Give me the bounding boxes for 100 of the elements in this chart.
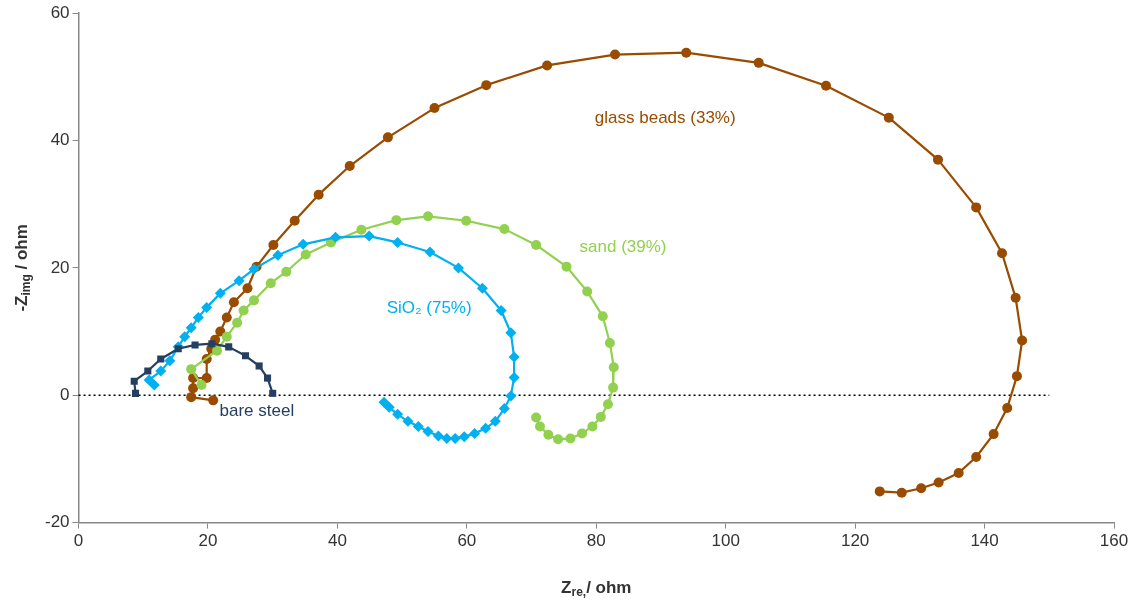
- point: [933, 477, 944, 488]
- point: [363, 230, 375, 242]
- point: [577, 428, 588, 439]
- y-axis-title: -Zimg / ohm: [11, 224, 34, 312]
- point: [391, 215, 402, 226]
- point: [186, 364, 197, 375]
- point: [461, 215, 472, 226]
- point: [534, 421, 545, 432]
- x-tick-label: 160: [1099, 531, 1129, 551]
- point: [604, 338, 615, 349]
- point: [188, 383, 199, 394]
- point: [297, 238, 309, 250]
- y-tick-label: 40: [50, 130, 70, 150]
- x-tick-label: 80: [586, 531, 606, 551]
- point: [587, 421, 598, 432]
- x-tick-label: 120: [840, 531, 870, 551]
- point: [356, 224, 367, 235]
- point: [452, 262, 464, 274]
- point: [272, 249, 284, 261]
- point: [148, 379, 160, 391]
- point: [495, 305, 507, 317]
- point: [402, 415, 414, 427]
- x-tick-label: 0: [73, 531, 84, 551]
- point: [378, 396, 390, 408]
- point: [212, 345, 223, 356]
- point: [344, 161, 355, 172]
- x-tick-label: 100: [711, 531, 740, 551]
- point: [208, 395, 219, 406]
- point: [383, 401, 395, 413]
- point: [821, 80, 832, 91]
- point: [595, 411, 606, 422]
- point: [489, 415, 501, 427]
- point: [300, 249, 311, 260]
- point: [313, 189, 324, 200]
- point: [997, 248, 1008, 259]
- point: [1011, 371, 1022, 382]
- point: [498, 403, 510, 415]
- x-tick-label: 40: [327, 531, 347, 551]
- point: [608, 382, 619, 393]
- point: [553, 434, 564, 445]
- point: [131, 389, 140, 397]
- point: [505, 390, 517, 402]
- point: [196, 380, 207, 391]
- point: [157, 355, 165, 363]
- point: [164, 355, 176, 367]
- point: [602, 399, 613, 410]
- y-tick-label: 20: [50, 257, 70, 277]
- point: [681, 47, 692, 58]
- point: [883, 112, 894, 123]
- x-tick-label: 140: [970, 531, 999, 551]
- x-tick-label: 20: [198, 531, 218, 551]
- series-label: bare steel: [219, 401, 295, 421]
- point: [1002, 402, 1013, 413]
- point: [561, 261, 572, 272]
- point: [208, 340, 216, 348]
- series-label: SiO₂ (75%): [386, 297, 472, 317]
- point: [508, 351, 520, 363]
- point: [432, 430, 444, 442]
- point: [214, 287, 226, 299]
- point: [542, 60, 553, 71]
- point: [382, 132, 393, 143]
- point: [155, 365, 167, 377]
- point: [248, 295, 259, 306]
- point: [753, 57, 764, 68]
- point: [232, 317, 243, 328]
- y-tick-label: 0: [60, 384, 70, 404]
- point: [265, 278, 276, 289]
- point: [392, 236, 404, 248]
- point: [597, 311, 608, 322]
- point: [481, 80, 492, 91]
- point: [476, 282, 488, 294]
- point: [192, 312, 204, 324]
- y-tick-label: -20: [44, 512, 70, 532]
- point: [225, 343, 233, 351]
- series-label: sand (39%): [579, 237, 667, 257]
- point: [423, 211, 434, 222]
- point: [480, 422, 492, 434]
- point: [242, 352, 250, 360]
- point: [221, 331, 232, 342]
- point: [228, 297, 239, 308]
- point: [896, 487, 907, 498]
- point: [143, 374, 155, 386]
- point: [916, 483, 927, 494]
- point: [174, 345, 182, 353]
- point: [201, 301, 213, 313]
- point: [424, 246, 436, 258]
- point: [268, 239, 279, 250]
- point: [953, 467, 964, 478]
- point: [289, 215, 300, 226]
- x-tick-label: 60: [457, 531, 477, 551]
- point: [422, 426, 434, 438]
- point: [505, 327, 517, 339]
- point: [201, 373, 212, 384]
- point: [215, 326, 226, 337]
- point: [932, 154, 943, 165]
- y-tick-label: 60: [50, 2, 70, 22]
- text: glass beads (33%): [594, 108, 736, 128]
- point: [392, 408, 404, 420]
- point: [329, 231, 341, 243]
- point: [531, 239, 542, 250]
